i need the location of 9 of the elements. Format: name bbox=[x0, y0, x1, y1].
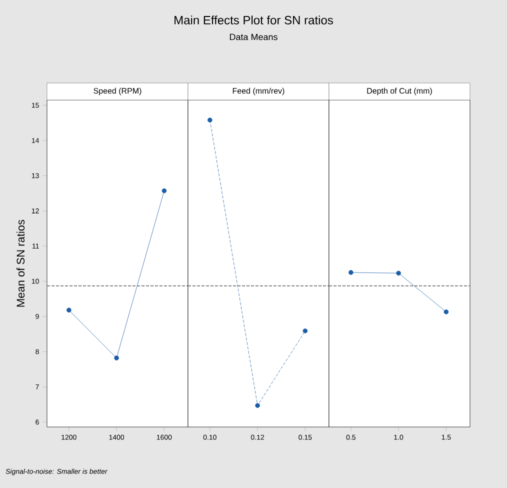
point bbox=[162, 188, 167, 194]
text: Main Effects Plot for SN ratios bbox=[174, 16, 333, 24]
x-axis-title: Feed (mm/rev) bbox=[232, 88, 284, 96]
point bbox=[66, 308, 72, 313]
point bbox=[114, 356, 119, 360]
x-axis-title: Speed (RPM) bbox=[94, 88, 142, 96]
x-axis-title: Depth of Cut (mm) bbox=[367, 88, 432, 96]
y-axis-title: Mean of SN ratios bbox=[16, 220, 25, 307]
text: Data Means bbox=[230, 34, 278, 40]
